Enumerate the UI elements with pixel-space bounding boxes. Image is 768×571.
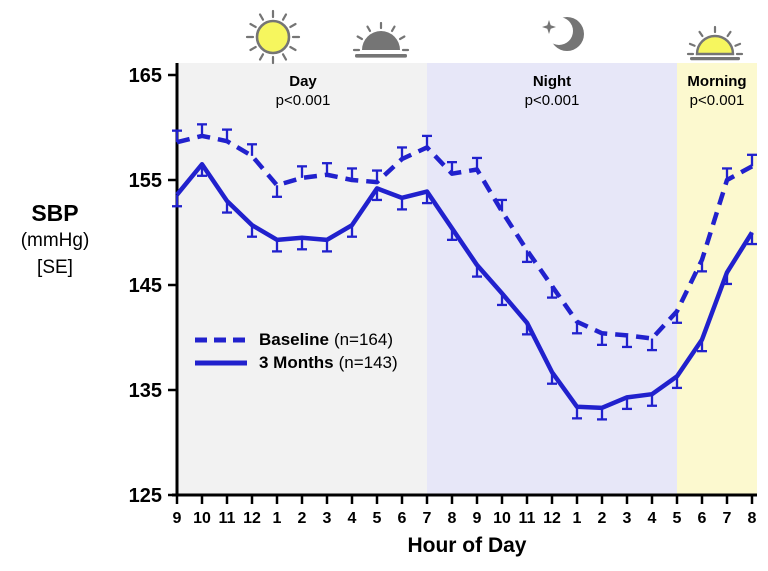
morning-band	[677, 63, 757, 494]
x-tick-label: 11	[519, 510, 536, 527]
x-tick-label: 2	[598, 510, 607, 527]
x-tick-label: 5	[673, 510, 682, 527]
x-tick-label: 4	[648, 510, 657, 527]
x-tick-label: 12	[243, 510, 261, 527]
x-tick-label: 7	[723, 510, 732, 527]
x-tick-label: 1	[573, 510, 582, 527]
legend-baseline-label: Baseline	[259, 329, 329, 349]
x-tick-label: 3	[323, 510, 332, 527]
morning-label: Morning	[687, 73, 747, 90]
legend-baseline-line-sample	[195, 337, 247, 342]
x-tick-label: 11	[219, 510, 236, 527]
x-axis-title: Hour of Day	[407, 534, 527, 557]
night-region-label: Night p<0.001	[427, 72, 677, 110]
legend-item-baseline: Baseline (n=164)	[192, 328, 398, 351]
day-region-label: Day p<0.001	[179, 72, 427, 110]
x-tick-label: 9	[473, 510, 482, 527]
y-tick-label: 135	[129, 380, 162, 402]
morning-region-label: Morning p<0.001	[677, 72, 757, 110]
legend-3months-line-sample	[195, 360, 247, 365]
baseline-series-line	[176, 133, 754, 341]
morning-pvalue: p<0.001	[689, 92, 745, 109]
y-tick-label: 165	[129, 65, 162, 87]
x-tick-label: 12	[543, 510, 561, 527]
months3-series-line	[175, 162, 754, 411]
night-label: Night	[532, 73, 572, 90]
x-tick-label: 3	[623, 510, 632, 527]
legend-3months-label: 3 Months	[259, 352, 334, 372]
legend-baseline-n: (n=164)	[333, 329, 394, 349]
x-tick-label: 6	[398, 510, 407, 527]
moon-icon	[542, 17, 584, 51]
legend: Baseline (n=164) 3 Months (n=143)	[192, 328, 398, 374]
x-tick-label: 4	[348, 510, 357, 527]
sun-icon	[245, 9, 301, 65]
x-tick-label: 8	[448, 510, 457, 527]
day-band	[177, 63, 427, 494]
sunset-icon	[352, 22, 410, 58]
night-pvalue: p<0.001	[524, 92, 580, 109]
legend-3months-n: (n=143)	[338, 352, 398, 372]
day-label: Day	[289, 73, 317, 90]
night-band	[427, 63, 677, 494]
y-tick-label: 125	[129, 485, 162, 507]
y-axis-title-sbp: SBP	[31, 200, 79, 226]
sunrise-icon	[686, 25, 744, 61]
x-tick-label: 8	[748, 510, 757, 527]
x-tick-label: 5	[373, 510, 382, 527]
y-axis-title-units: (mmHg)	[20, 230, 90, 251]
legend-item-3months: 3 Months (n=143)	[192, 351, 398, 374]
x-tick-label: 10	[493, 510, 511, 527]
x-tick-label: 9	[173, 510, 182, 527]
day-pvalue: p<0.001	[275, 92, 331, 109]
y-axis-title-se: [SE]	[37, 257, 73, 278]
y-tick-label: 155	[129, 170, 162, 192]
x-tick-label: 7	[423, 510, 432, 527]
x-tick-label: 2	[298, 510, 307, 527]
y-axis-title: SBP (mmHg) [SE]	[5, 200, 105, 281]
x-tick-label: 6	[698, 510, 707, 527]
x-tick-label: 1	[273, 510, 282, 527]
x-tick-label: 10	[193, 510, 211, 527]
y-tick-label: 145	[129, 275, 162, 297]
